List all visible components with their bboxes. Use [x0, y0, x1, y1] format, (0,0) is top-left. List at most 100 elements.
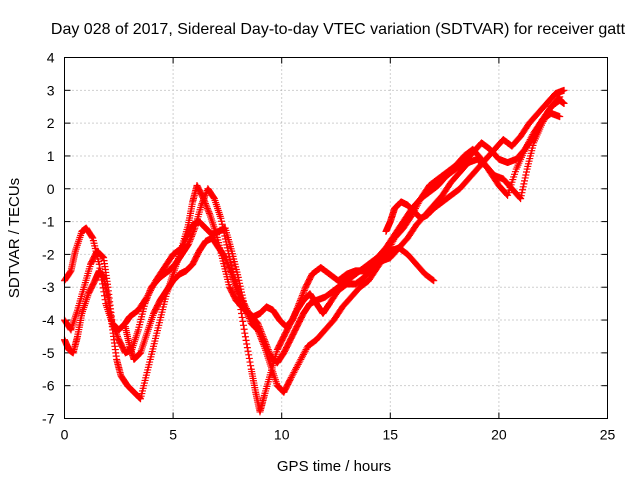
- y-tick-label: -1: [42, 214, 55, 230]
- data-point: [242, 336, 250, 344]
- data-point: [177, 247, 185, 255]
- data-point: [203, 203, 211, 211]
- data-point: [237, 306, 245, 314]
- data-point: [199, 198, 207, 206]
- data-point: [247, 362, 255, 370]
- data-point: [238, 309, 246, 317]
- data-point: [245, 354, 253, 362]
- data-point: [181, 237, 189, 245]
- data-point: [519, 186, 527, 194]
- y-tick-label: 3: [47, 82, 55, 98]
- data-point: [225, 264, 233, 272]
- data-point: [260, 341, 268, 349]
- data-point: [142, 296, 150, 304]
- series: [382, 86, 568, 235]
- data-point: [217, 214, 225, 222]
- data-point: [520, 180, 528, 188]
- data-point: [243, 344, 251, 352]
- data-point: [226, 265, 234, 273]
- data-point: [203, 204, 211, 212]
- data-point: [179, 242, 187, 250]
- data-point: [239, 321, 247, 329]
- data-point: [204, 206, 212, 214]
- data-point: [181, 236, 189, 244]
- data-point: [143, 295, 151, 303]
- data-point: [227, 268, 235, 276]
- y-tick-label: -2: [42, 246, 55, 262]
- data-point: [286, 376, 294, 384]
- data-point: [241, 303, 249, 311]
- x-axis-label: GPS time / hours: [277, 458, 391, 475]
- y-tick-label: 4: [47, 50, 55, 66]
- data-point: [114, 334, 122, 342]
- data-point: [521, 177, 529, 185]
- data-point: [113, 331, 121, 339]
- x-tick-label: 0: [61, 427, 69, 443]
- data-point: [257, 334, 265, 342]
- data-point: [235, 294, 243, 302]
- x-tick-label: 5: [169, 427, 177, 443]
- y-tick-label: -6: [42, 378, 55, 394]
- data-point: [145, 288, 153, 296]
- data-point: [236, 302, 244, 310]
- data-point: [255, 329, 263, 337]
- data-point: [201, 191, 209, 199]
- data-point: [178, 244, 186, 252]
- data-point: [141, 300, 149, 308]
- data-point: [198, 200, 206, 208]
- x-tick-label: 25: [600, 427, 616, 443]
- data-point: [199, 196, 207, 204]
- data-point: [240, 325, 248, 333]
- data-point: [226, 267, 234, 275]
- data-point: [241, 333, 249, 341]
- data-point: [142, 298, 150, 306]
- data-point: [246, 358, 254, 366]
- data-point: [299, 290, 307, 298]
- data-point: [429, 276, 437, 284]
- data-point: [560, 99, 568, 107]
- data-point: [144, 291, 152, 299]
- data-point: [176, 250, 184, 258]
- data-point: [556, 113, 564, 121]
- data-point: [88, 233, 96, 241]
- data-point: [197, 201, 205, 209]
- data-point: [241, 305, 249, 313]
- data-point: [243, 309, 251, 317]
- data-point: [238, 313, 246, 321]
- data-point: [180, 239, 188, 247]
- data-point: [517, 195, 525, 203]
- y-tick-label: 2: [47, 115, 55, 131]
- data-point: [223, 244, 231, 252]
- data-point: [301, 285, 309, 293]
- x-tick-label: 20: [491, 427, 507, 443]
- data-point: [210, 194, 218, 202]
- data-point: [234, 290, 242, 298]
- data-point: [244, 347, 252, 355]
- data-point: [95, 260, 103, 268]
- data-point: [244, 311, 252, 319]
- data-point: [239, 297, 247, 305]
- data-point: [522, 168, 530, 176]
- data-point: [201, 193, 209, 201]
- data-point: [236, 298, 244, 306]
- data-point: [205, 209, 213, 217]
- data-point: [242, 306, 250, 314]
- data-point: [519, 183, 527, 191]
- data-point: [98, 252, 106, 260]
- data-point: [430, 277, 438, 285]
- data-point: [241, 329, 249, 337]
- y-tick-label: -3: [42, 279, 55, 295]
- y-tick-label: 1: [47, 148, 55, 164]
- data-point: [243, 340, 251, 348]
- series: [61, 109, 564, 403]
- data-point: [236, 279, 244, 287]
- data-point: [224, 262, 232, 270]
- data-point: [300, 287, 308, 295]
- data-point: [239, 317, 247, 325]
- data-point: [258, 337, 266, 345]
- data-point: [99, 253, 107, 261]
- data-point: [224, 260, 232, 268]
- data-point: [256, 332, 264, 340]
- axis-ticks: 0 5 10 15 20 25 -7 -6 -5 -4 -3 -2 -1 0 1 2 3 4: [42, 50, 615, 443]
